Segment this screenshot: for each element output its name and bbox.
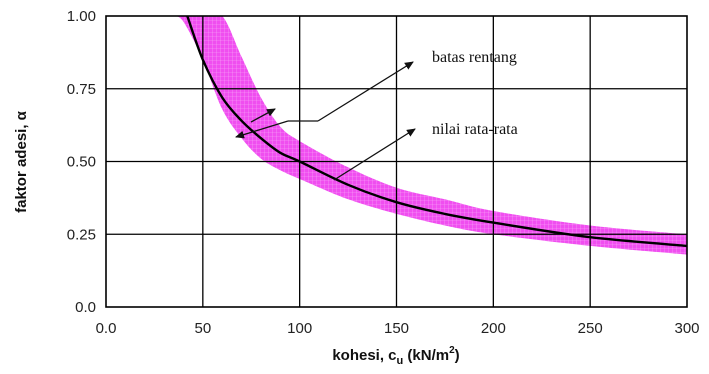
plot-frame — [105, 15, 688, 308]
y-tick-label-4: 1.00 — [67, 8, 96, 25]
range-band — [173, 16, 687, 255]
annotation-layer: batas rentang nilai rata-rata — [235, 49, 518, 181]
annotation-mean-label: nilai rata-rata — [432, 121, 518, 138]
ticks-layer: 0.0 50 100 150 200 250 300 0.0 0.25 0.50 0.75 1.00 — [67, 8, 700, 337]
grid-layer — [106, 16, 687, 307]
x-tick-label-6: 300 — [674, 320, 699, 337]
y-tick-label-2: 0.50 — [67, 154, 96, 171]
range-leader-upper — [317, 61, 414, 122]
y-tick-label-1: 0.25 — [67, 226, 96, 243]
x-axis-title: kohesi, cu (kN/m2) — [332, 345, 459, 367]
x-tick-label-4: 200 — [481, 320, 506, 337]
y-axis-title: faktor adesi, α — [13, 110, 30, 213]
range-leader-lower — [235, 120, 289, 139]
x-tick-label-2: 100 — [287, 320, 312, 337]
series-layer — [186, 16, 687, 248]
x-tick-label-1: 50 — [194, 320, 211, 337]
x-axis-title-unit: (kN/m — [403, 347, 449, 364]
frame-layer — [105, 15, 688, 308]
y-tick-label-0: 0.0 — [75, 299, 96, 316]
x-tick-label-0: 0.0 — [96, 320, 117, 337]
series-line-0 — [186, 16, 687, 248]
x-axis-title-sup: 2 — [449, 345, 455, 356]
x-tick-label-5: 250 — [578, 320, 603, 337]
x-tick-label-3: 150 — [384, 320, 409, 337]
range-leader-upper-bound — [250, 108, 276, 123]
x-axis-title-sub: u — [397, 355, 404, 367]
band-layer — [173, 16, 687, 255]
x-axis-title-close: ) — [455, 347, 460, 364]
mean-leader — [333, 128, 416, 181]
x-axis-title-main: kohesi, c — [332, 347, 396, 364]
annotation-range-label: batas rentang — [432, 49, 517, 66]
y-tick-label-3: 0.75 — [67, 81, 96, 98]
